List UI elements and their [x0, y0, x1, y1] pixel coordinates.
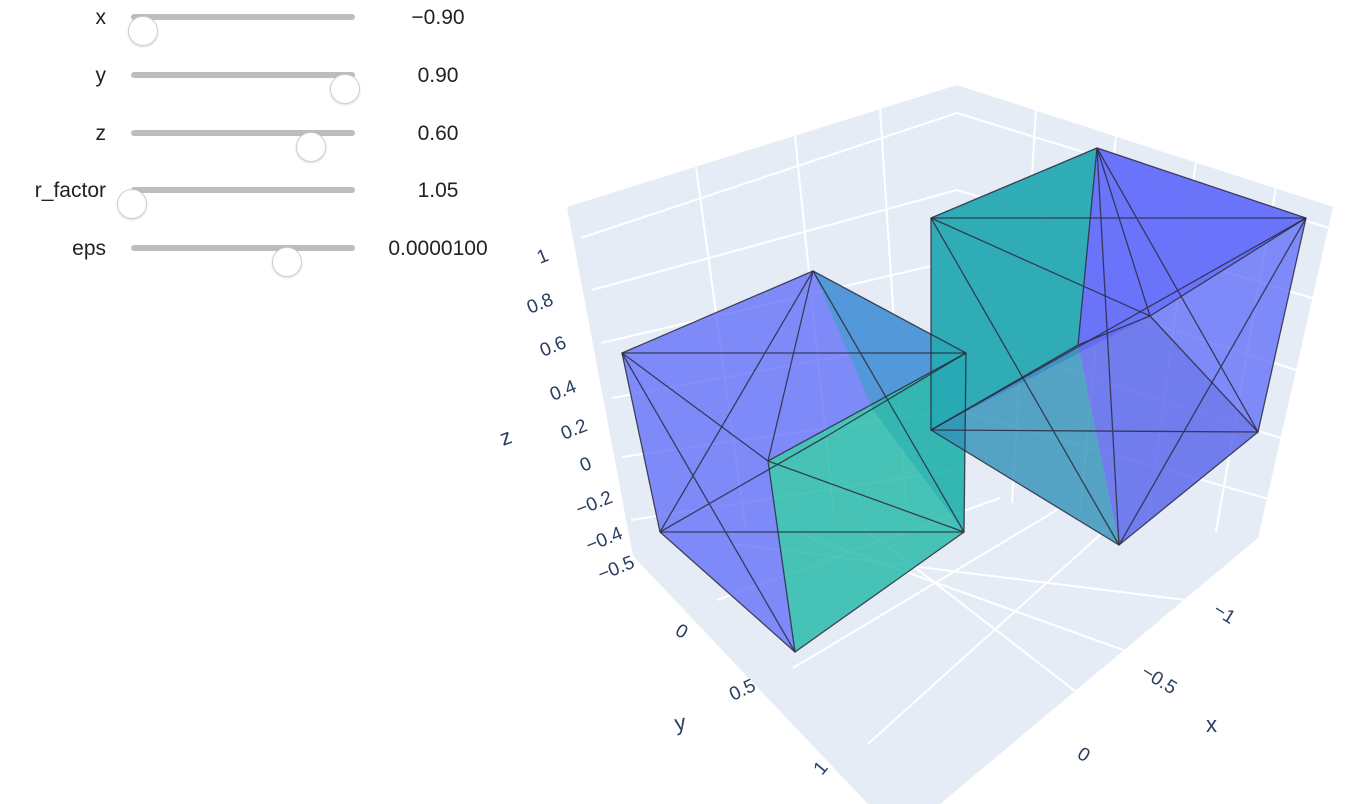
grid-line — [580, 112, 958, 239]
slider-label-r-factor: r_factor — [34, 179, 106, 202]
slider-value-r-factor: 1.05 — [417, 179, 459, 202]
slider-value-z: 0.60 — [417, 122, 459, 145]
slider-value-x: −0.90 — [411, 6, 465, 29]
z-tick-label: 0.8 — [524, 289, 556, 318]
control-row-z: z 0.60 — [0, 116, 520, 162]
control-row-x: x −0.90 — [0, 0, 520, 46]
slider-thumb-y[interactable] — [329, 74, 360, 104]
slider-thumb-x[interactable] — [128, 16, 159, 46]
slider-track-y[interactable] — [131, 72, 360, 104]
z-tick-label: 0.2 — [558, 415, 590, 444]
slider-value-y: 0.90 — [417, 64, 459, 87]
z-axis-title: z — [496, 423, 515, 450]
z-tick-label: −0.4 — [583, 523, 626, 557]
z-tick-label: −0.5 — [595, 552, 638, 586]
slider-track-eps[interactable] — [131, 245, 355, 277]
mesh-face — [1078, 148, 1306, 545]
edge-diag-left — [621, 270, 967, 653]
y-tick-label: 0 — [672, 620, 692, 643]
slider-thumb-eps[interactable] — [271, 247, 302, 277]
slider-label-z: z — [95, 122, 107, 145]
x-tick-label: 0 — [1073, 743, 1093, 766]
grid-line — [792, 506, 1063, 669]
slider-controls: x −0.90 y 0.90 z 0.60 r_factor 1.05 eps … — [0, 0, 520, 277]
grid-line — [591, 189, 958, 291]
slider-track-x[interactable] — [128, 14, 355, 46]
control-row-eps: eps 0.0000100 — [0, 231, 520, 277]
slider-track-r-factor[interactable] — [117, 187, 355, 219]
slider-label-x: x — [95, 6, 107, 29]
control-row-y: y 0.90 — [0, 58, 520, 104]
z-tick-label: 0.4 — [547, 376, 580, 406]
z-tick-label: 0 — [577, 453, 595, 476]
slider-thumb-r-factor[interactable] — [117, 189, 147, 219]
z-tick-label: −0.2 — [573, 487, 616, 521]
mesh-edges — [621, 147, 1307, 653]
x-tick-label: −1 — [1209, 599, 1239, 628]
edge-diag-right — [930, 147, 1307, 546]
z-tick-label: 0.6 — [537, 332, 569, 361]
z-tick-label: 1 — [534, 245, 552, 268]
mesh-face — [768, 353, 966, 652]
y-axis-title: y — [673, 709, 688, 736]
slider-label-y: y — [95, 64, 107, 87]
mesh-face — [622, 271, 966, 461]
control-row-r-factor: r_factor 1.05 — [0, 173, 520, 219]
slider-thumb-z[interactable] — [296, 132, 327, 162]
mesh-face — [931, 345, 1119, 545]
x-axis-title: x — [1206, 712, 1217, 737]
slider-label-eps: eps — [72, 237, 106, 260]
x-tick-label: −0.5 — [1137, 661, 1180, 699]
slider-value-eps: 0.0000100 — [388, 237, 488, 260]
slider-track-z[interactable] — [131, 130, 355, 162]
